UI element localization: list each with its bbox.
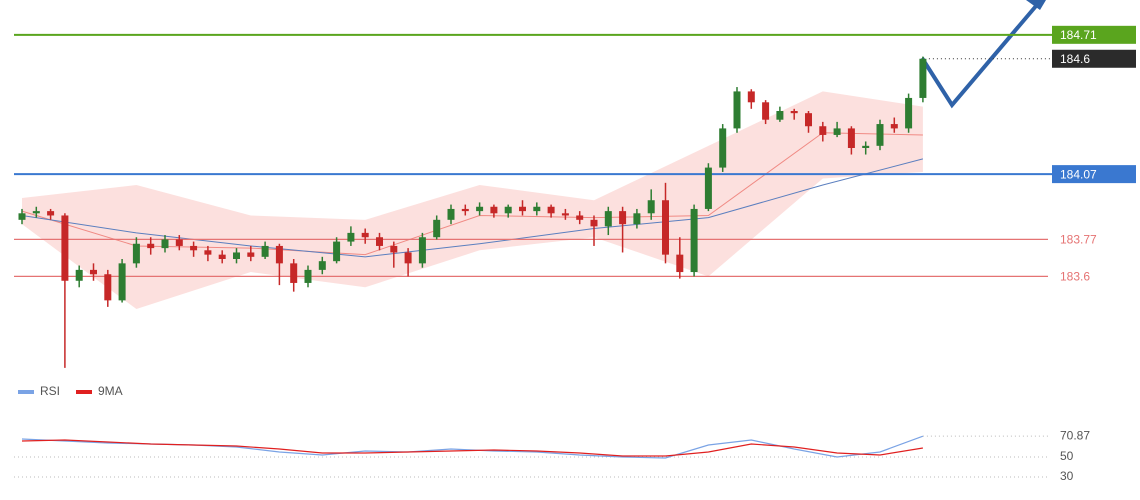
candle-body (233, 252, 240, 259)
candle-body (733, 91, 741, 129)
level-label: 183.6 (1060, 270, 1090, 284)
candle-body (747, 91, 755, 103)
y-tick-label: 30 (1060, 469, 1074, 483)
candle-body (662, 200, 669, 255)
candle-body (847, 128, 855, 148)
candle-body (447, 208, 455, 220)
candle-body (161, 239, 169, 249)
candle-body (175, 239, 183, 246)
forecast-arrow (920, 4, 1038, 109)
candle-body (833, 128, 841, 135)
arrow-head (1026, 0, 1046, 10)
candle-body (633, 213, 641, 225)
candle-body (704, 167, 712, 209)
candle-body (461, 208, 469, 212)
candle-body (290, 263, 298, 283)
candle-body (318, 261, 326, 270)
level-label: 183.77 (1060, 233, 1097, 247)
candle-body (147, 243, 155, 249)
candle-body (876, 124, 884, 146)
candle-body (304, 269, 312, 283)
slow-ma (21, 158, 924, 258)
candle-body (604, 211, 612, 227)
level-label-box (1052, 25, 1136, 44)
candle-body (275, 245, 283, 264)
candle-body (418, 237, 426, 264)
candle-body (905, 97, 913, 129)
candle-body (647, 200, 655, 214)
candle-body (719, 128, 727, 168)
candle-body (433, 219, 441, 238)
candle-body (218, 254, 226, 259)
candle-body (547, 206, 555, 214)
candle-body (390, 245, 398, 253)
candle-body (361, 232, 369, 238)
bollinger-band (22, 91, 923, 310)
last-price-box (1052, 49, 1136, 68)
candle-body (32, 211, 40, 214)
candle-body (376, 237, 383, 246)
legend-label: RSI (40, 384, 60, 398)
last-rsi-label: 70.87 (1060, 428, 1090, 442)
candle-body (519, 206, 526, 212)
candle-body (676, 254, 684, 273)
candle-body (561, 213, 569, 216)
candle-body (919, 58, 927, 98)
candle-body (890, 124, 898, 129)
candle-body (204, 250, 212, 255)
candle-body (18, 213, 26, 220)
candle-body (61, 215, 69, 281)
candle-body (104, 274, 112, 301)
level-label: 184.07 (1060, 167, 1097, 181)
legend-label: 9MA (98, 384, 123, 398)
candle-body (690, 208, 698, 273)
level-label: 184.71 (1060, 28, 1097, 42)
candle-body (576, 215, 584, 220)
candle-body (776, 111, 784, 120)
candle-body (47, 211, 55, 216)
candle-body (805, 113, 812, 127)
candle-body (132, 243, 140, 264)
candle-body (762, 102, 770, 120)
candle-body (790, 111, 798, 114)
y-tick-label: 50 (1060, 449, 1074, 463)
level-label-box (1052, 165, 1136, 184)
candle-body (819, 126, 827, 135)
last-price-label: 184.6 (1060, 52, 1090, 66)
candle-body (190, 245, 198, 251)
candle-body (476, 206, 484, 212)
candle-body (90, 269, 97, 275)
candle-body (247, 252, 255, 257)
candle-body (333, 241, 341, 262)
candle-body (862, 145, 870, 148)
candle-body (404, 252, 412, 264)
candle-body (118, 263, 126, 301)
candle-body (533, 206, 541, 212)
candle-body (490, 206, 498, 214)
indicator-line (21, 439, 923, 457)
candle-body (261, 245, 269, 257)
candle-body (504, 206, 512, 214)
candle-body (347, 232, 355, 242)
candle-body (590, 219, 598, 227)
candle-body (75, 269, 83, 281)
candle-body (619, 211, 627, 225)
